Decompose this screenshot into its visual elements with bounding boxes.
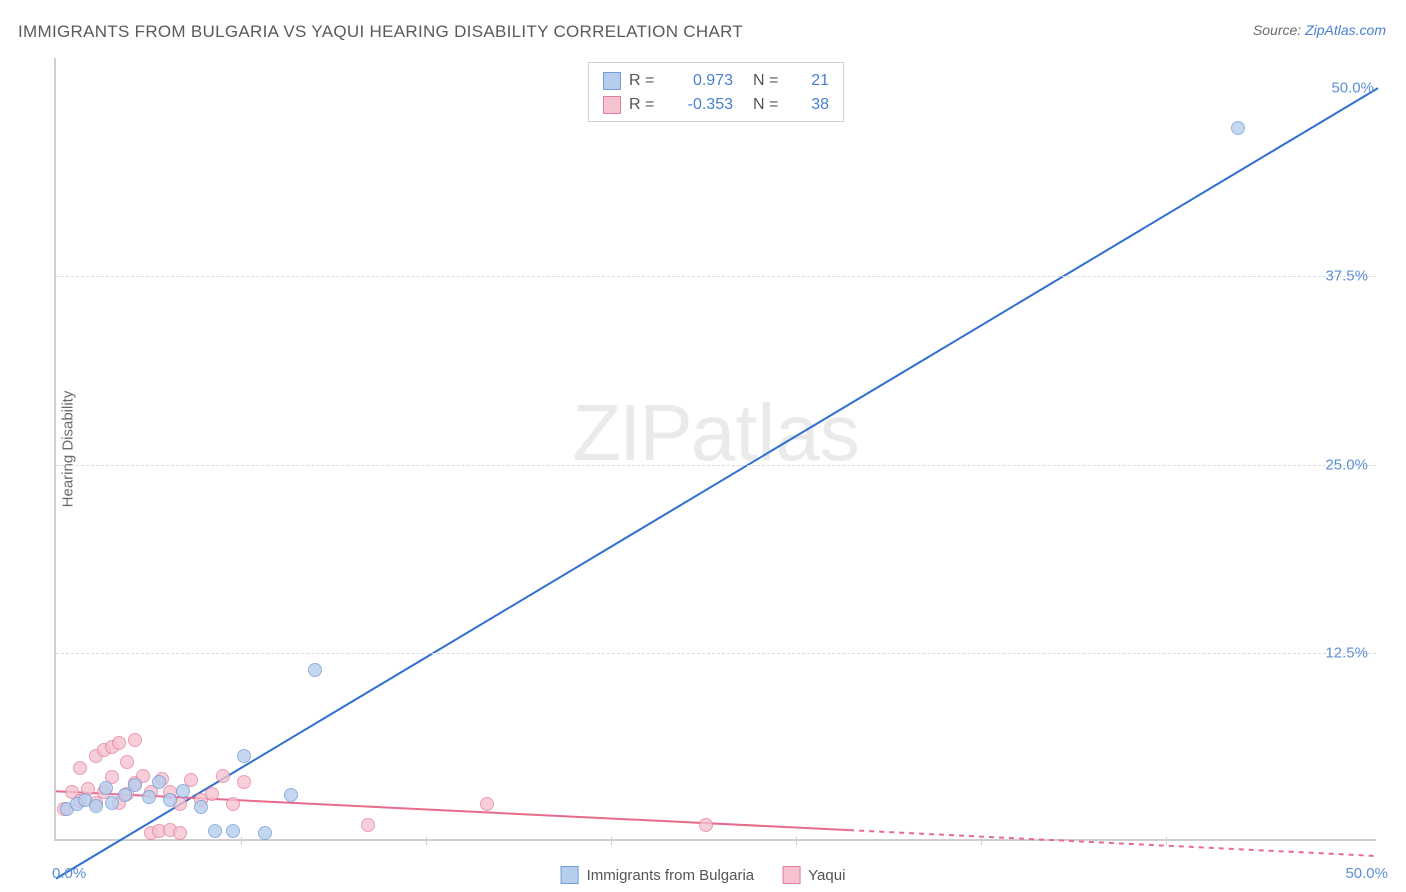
legend-row: R = 0.973 N = 21 <box>603 69 829 93</box>
r-label: R = <box>629 69 655 93</box>
gridline-h <box>56 653 1376 654</box>
source-attribution: Source: ZipAtlas.com <box>1253 22 1386 38</box>
gridline-h <box>56 276 1376 277</box>
scatter-point-yaqui <box>216 769 230 783</box>
n-label: N = <box>753 69 785 93</box>
y-tick-label: 25.0% <box>1325 456 1368 473</box>
series-legend-label: Immigrants from Bulgaria <box>587 867 755 884</box>
scatter-point-bulgaria <box>226 824 240 838</box>
legend-swatch <box>603 72 621 90</box>
scatter-point-bulgaria <box>105 796 119 810</box>
series-legend-label: Yaqui <box>808 867 845 884</box>
scatter-point-bulgaria <box>237 749 251 763</box>
scatter-point-bulgaria <box>176 784 190 798</box>
scatter-point-yaqui <box>480 797 494 811</box>
x-tick <box>241 837 242 845</box>
legend-swatch <box>603 96 621 114</box>
watermark-bold: ZIP <box>572 388 690 477</box>
y-tick-label: 37.5% <box>1325 268 1368 285</box>
scatter-point-bulgaria <box>208 824 222 838</box>
scatter-point-bulgaria <box>142 790 156 804</box>
scatter-point-bulgaria <box>258 826 272 840</box>
y-tick-label: 12.5% <box>1325 644 1368 661</box>
scatter-point-yaqui <box>699 818 713 832</box>
scatter-point-bulgaria <box>163 793 177 807</box>
chart-title: IMMIGRANTS FROM BULGARIA VS YAQUI HEARIN… <box>18 22 743 42</box>
trend-end-label: 50.0% <box>1331 80 1374 97</box>
n-value: 21 <box>793 69 829 93</box>
y-axis-label: Hearing Disability <box>60 390 77 507</box>
scatter-point-bulgaria <box>284 788 298 802</box>
source-prefix: Source: <box>1253 22 1305 38</box>
scatter-point-bulgaria <box>194 800 208 814</box>
r-label: R = <box>629 93 655 117</box>
x-tick <box>981 837 982 845</box>
legend-swatch <box>561 866 579 884</box>
series-legend-item: Yaqui <box>782 866 845 884</box>
x-tick <box>1166 837 1167 845</box>
scatter-point-bulgaria <box>308 663 322 677</box>
scatter-point-yaqui <box>120 755 134 769</box>
scatter-point-bulgaria <box>118 788 132 802</box>
r-value: -0.353 <box>663 93 733 117</box>
scatter-point-yaqui <box>128 733 142 747</box>
gridline-h <box>56 465 1376 466</box>
series-legend-item: Immigrants from Bulgaria <box>561 866 755 884</box>
x-tick <box>426 837 427 845</box>
correlation-legend: R = 0.973 N = 21 R = -0.353 N = 38 <box>588 62 844 122</box>
x-max-label: 50.0% <box>1345 865 1388 882</box>
series-legend: Immigrants from Bulgaria Yaqui <box>561 866 846 884</box>
trend-line <box>849 830 1378 856</box>
source-link[interactable]: ZipAtlas.com <box>1305 22 1386 38</box>
scatter-point-yaqui <box>73 761 87 775</box>
scatter-point-yaqui <box>237 775 251 789</box>
scatter-point-bulgaria <box>89 799 103 813</box>
legend-row: R = -0.353 N = 38 <box>603 93 829 117</box>
scatter-point-bulgaria <box>152 775 166 789</box>
scatter-point-yaqui <box>226 797 240 811</box>
scatter-point-yaqui <box>361 818 375 832</box>
trend-lines-layer <box>56 58 1376 839</box>
scatter-point-bulgaria <box>128 778 142 792</box>
x-tick <box>796 837 797 845</box>
r-value: 0.973 <box>663 69 733 93</box>
scatter-point-yaqui <box>173 826 187 840</box>
scatter-point-yaqui <box>205 787 219 801</box>
scatter-point-bulgaria <box>1231 121 1245 135</box>
legend-swatch <box>782 866 800 884</box>
scatter-point-bulgaria <box>99 781 113 795</box>
watermark-light: atlas <box>691 388 860 477</box>
n-value: 38 <box>793 93 829 117</box>
x-tick <box>611 837 612 845</box>
n-label: N = <box>753 93 785 117</box>
x-origin-label: 0.0% <box>52 865 86 882</box>
scatter-point-yaqui <box>112 736 126 750</box>
trend-line <box>56 88 1378 879</box>
plot-area: Hearing Disability ZIPatlas R = 0.973 N = 2… <box>54 58 1376 841</box>
